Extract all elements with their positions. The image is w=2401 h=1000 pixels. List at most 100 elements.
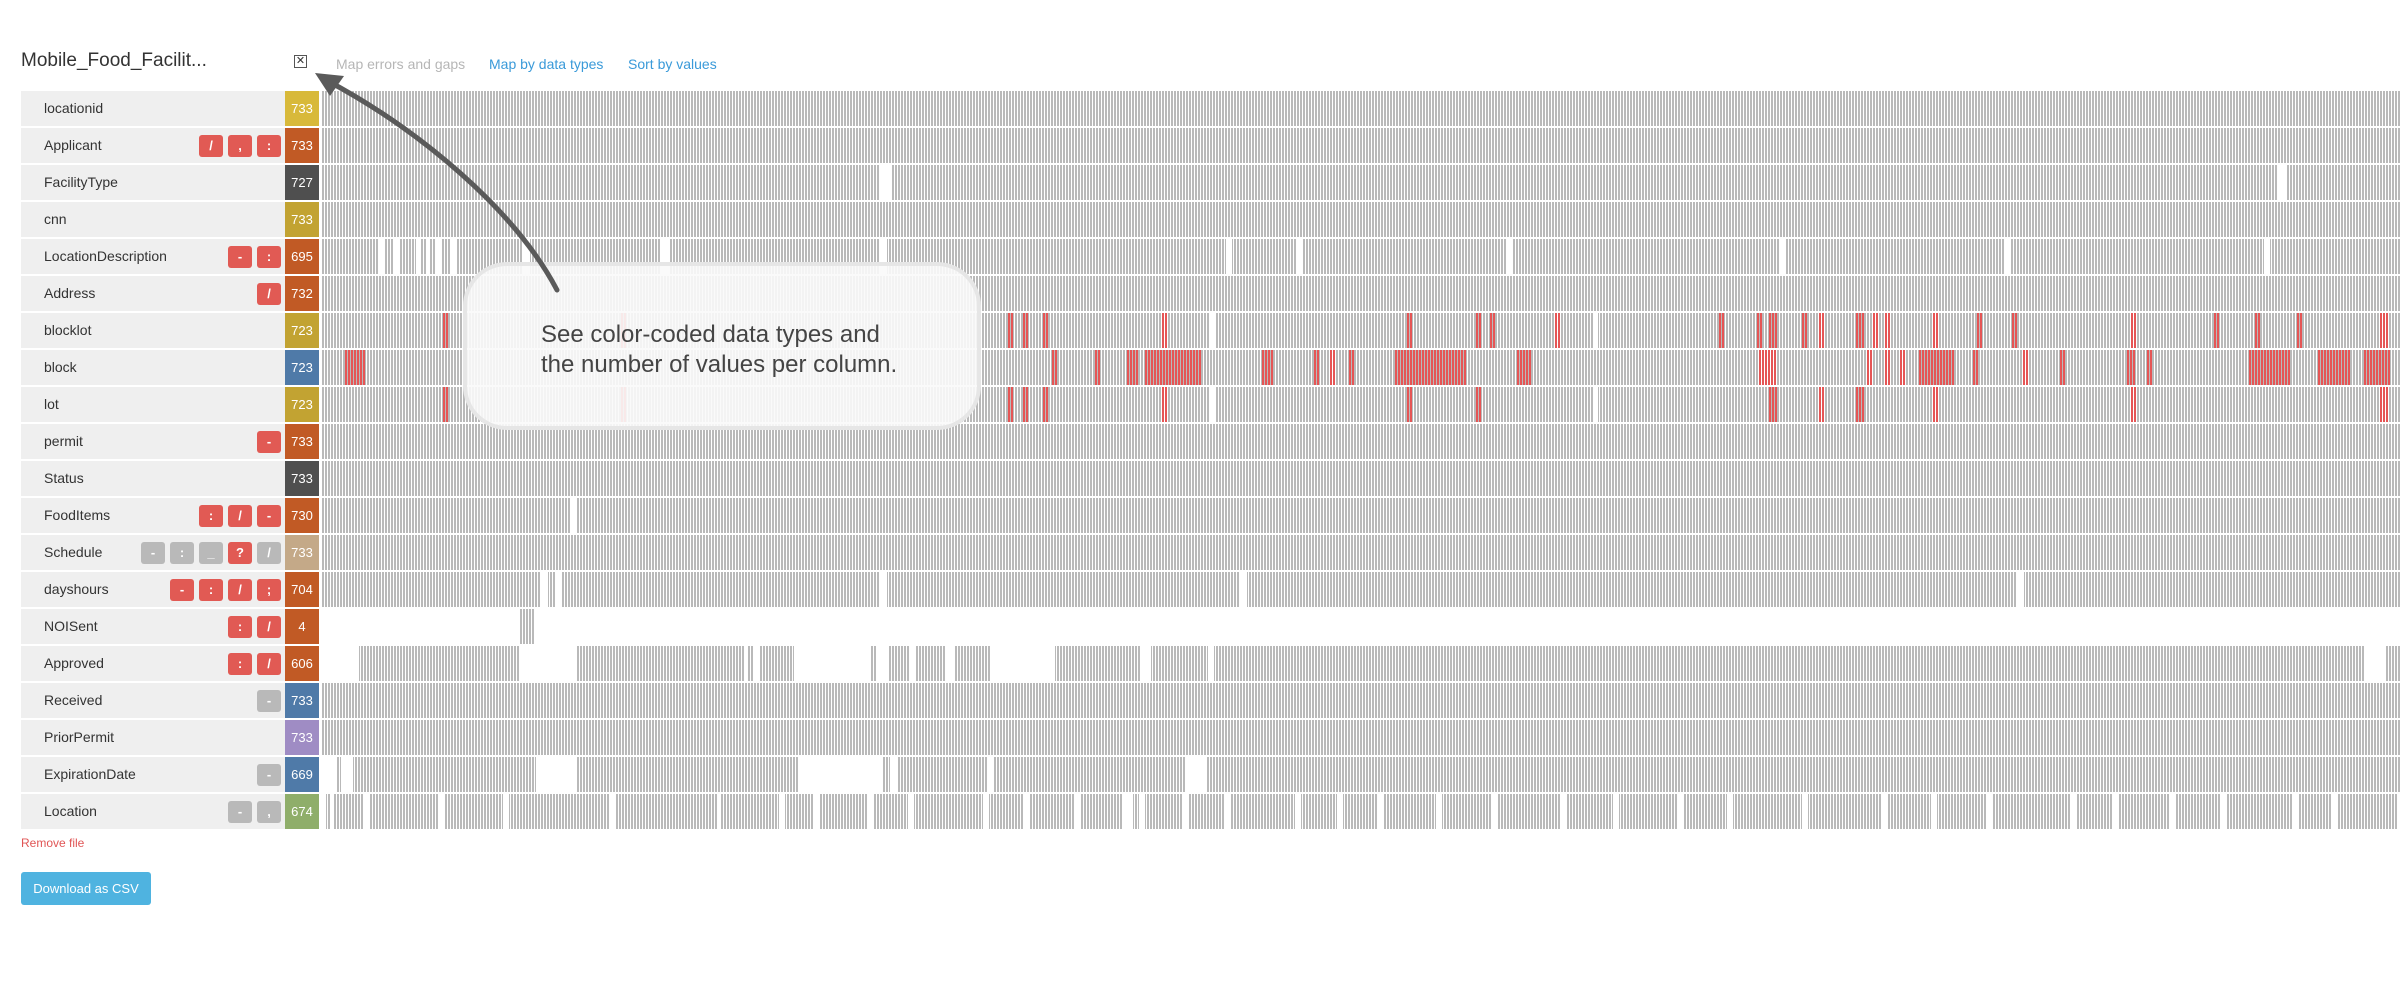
error-mark	[2217, 313, 2219, 348]
symbol-badge[interactable]: /	[228, 505, 252, 527]
symbol-badge[interactable]: -	[257, 431, 281, 453]
column-row[interactable]: Approved:/606	[21, 646, 2401, 683]
symbol-badge[interactable]: /	[257, 616, 281, 638]
value-strip	[322, 461, 2401, 496]
value-count: 733	[285, 128, 319, 163]
column-row[interactable]: ExpirationDate -669	[21, 757, 2401, 794]
symbol-badge[interactable]: -	[228, 246, 252, 268]
symbol-badge[interactable]: /	[257, 283, 281, 305]
error-mark	[1008, 313, 1010, 348]
tooltip-callout: See color-coded data types and the numbe…	[463, 262, 981, 430]
error-mark	[1523, 350, 1525, 385]
symbol-badge[interactable]: /	[199, 135, 223, 157]
column-row[interactable]: FacilityType 727	[21, 165, 2401, 202]
error-mark	[2348, 350, 2350, 385]
symbol-badge[interactable]: ?	[228, 542, 252, 564]
error-mark	[2012, 313, 2014, 348]
error-mark	[1148, 350, 1150, 385]
value-count: 704	[285, 572, 319, 607]
symbol-badge[interactable]: -	[141, 542, 165, 564]
column-row[interactable]: blocklot 723	[21, 313, 2401, 350]
symbol-badge[interactable]: -	[228, 801, 252, 823]
symbol-badge[interactable]: _	[199, 542, 223, 564]
symbol-badge[interactable]: -	[257, 764, 281, 786]
error-mark	[2023, 350, 2025, 385]
gap-segment	[378, 239, 384, 274]
error-mark	[2380, 387, 2382, 422]
column-row[interactable]: PriorPermit 733	[21, 720, 2401, 757]
symbol-badge[interactable]: -	[170, 579, 194, 601]
column-row[interactable]: Received -733	[21, 683, 2401, 720]
value-count: 733	[285, 202, 319, 237]
error-mark	[1026, 387, 1028, 422]
symbol-badge[interactable]: -	[257, 505, 281, 527]
symbol-badge[interactable]: /	[228, 579, 252, 601]
error-mark	[1434, 350, 1436, 385]
symbol-badge[interactable]: :	[199, 505, 223, 527]
column-row[interactable]: Status 733	[21, 461, 2401, 498]
error-mark	[1437, 350, 1439, 385]
column-row[interactable]: cnn 733	[21, 202, 2401, 239]
error-mark	[2026, 350, 2028, 385]
column-row[interactable]: NOISent:/4	[21, 609, 2401, 646]
error-mark	[1903, 350, 1905, 385]
column-row[interactable]: lot 723	[21, 387, 2401, 424]
column-row[interactable]: dayshours -: /; 704	[21, 572, 2401, 609]
symbol-badge[interactable]: ,	[257, 801, 281, 823]
symbol-badge[interactable]: :	[199, 579, 223, 601]
column-name: Status	[44, 470, 84, 486]
column-row[interactable]: FoodItems: / -730	[21, 498, 2401, 535]
gap-segment	[1436, 794, 1442, 829]
error-mark	[2279, 350, 2281, 385]
symbol-badge[interactable]: -	[257, 690, 281, 712]
symbol-badge[interactable]: :	[170, 542, 194, 564]
download-csv-button[interactable]: Download as CSV	[21, 872, 151, 905]
column-row[interactable]: block 723	[21, 350, 2401, 387]
gap-segment	[1613, 794, 1619, 829]
symbol-badge[interactable]: ;	[257, 579, 281, 601]
symbol-badge[interactable]: /	[257, 653, 281, 675]
symbol-badge[interactable]: :	[228, 616, 252, 638]
gap-segment	[322, 757, 337, 792]
error-mark	[1431, 350, 1433, 385]
error-mark	[1555, 313, 1557, 348]
error-mark	[1479, 387, 1481, 422]
column-row[interactable]: Applicant /,:733	[21, 128, 2401, 165]
gap-segment	[717, 794, 721, 829]
symbol-badge[interactable]: :	[228, 653, 252, 675]
symbol-badges: /	[257, 283, 281, 305]
close-icon[interactable]: ✕	[294, 55, 307, 68]
column-name: dayshours	[44, 581, 109, 597]
column-row[interactable]: permit -733	[21, 424, 2401, 461]
gap-segment	[987, 757, 993, 792]
column-label-cell: Status	[21, 461, 285, 498]
value-count: 723	[285, 313, 319, 348]
column-row[interactable]: Schedule -: _?/733	[21, 535, 2401, 572]
tab-sort-by-values[interactable]: Sort by values	[628, 56, 717, 72]
symbol-badge[interactable]: ,	[228, 135, 252, 157]
column-row[interactable]: Location -, 674	[21, 794, 2401, 831]
symbol-badge[interactable]: :	[257, 135, 281, 157]
column-label-cell: Applicant /,:	[21, 128, 285, 165]
tab-map-errors-and-gaps[interactable]: Map errors and gaps	[336, 56, 466, 72]
symbol-badge[interactable]: /	[257, 542, 281, 564]
error-mark	[1870, 350, 1872, 385]
value-count: 733	[285, 535, 319, 570]
symbol-badges: -,	[228, 801, 281, 823]
symbol-badge[interactable]: :	[257, 246, 281, 268]
error-mark	[1819, 387, 1821, 422]
remove-file-link[interactable]: Remove file	[21, 836, 85, 850]
error-mark	[351, 350, 353, 385]
error-mark	[2383, 313, 2385, 348]
tab-map-by-data-types[interactable]: Map by data types	[489, 56, 604, 72]
value-strip	[322, 794, 2401, 829]
column-row[interactable]: locationid 733	[21, 91, 2401, 128]
error-mark	[2273, 350, 2275, 385]
column-name: FacilityType	[44, 174, 118, 190]
gap-segment	[1987, 794, 1993, 829]
gap-segment	[908, 794, 914, 829]
column-name: locationid	[44, 100, 104, 116]
gap-segment	[1141, 646, 1151, 681]
value-strip	[322, 128, 2401, 163]
column-name: Approved	[44, 655, 104, 671]
